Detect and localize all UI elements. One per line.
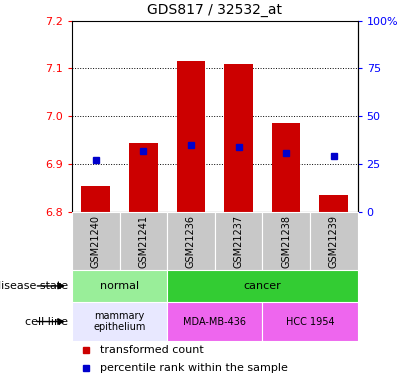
Text: GSM21237: GSM21237 xyxy=(233,215,244,268)
Bar xyxy=(129,142,158,212)
Bar xyxy=(167,212,215,270)
Text: disease state: disease state xyxy=(0,281,68,291)
Bar xyxy=(72,302,167,341)
Text: transformed count: transformed count xyxy=(101,345,204,355)
Bar xyxy=(120,212,167,270)
Text: normal: normal xyxy=(100,281,139,291)
Bar xyxy=(272,123,300,212)
Bar xyxy=(72,212,120,270)
Bar xyxy=(224,64,253,212)
Text: mammary
epithelium: mammary epithelium xyxy=(93,311,146,332)
Bar xyxy=(81,186,110,212)
Text: HCC 1954: HCC 1954 xyxy=(286,316,334,327)
Bar xyxy=(310,212,358,270)
Bar xyxy=(72,270,167,302)
Text: cancer: cancer xyxy=(243,281,281,291)
Bar xyxy=(177,61,205,212)
Text: percentile rank within the sample: percentile rank within the sample xyxy=(101,363,289,373)
Text: GSM21239: GSM21239 xyxy=(329,215,339,268)
Bar xyxy=(167,302,262,341)
Text: GSM21236: GSM21236 xyxy=(186,215,196,268)
Text: cell line: cell line xyxy=(25,316,68,327)
Title: GDS817 / 32532_at: GDS817 / 32532_at xyxy=(147,3,282,17)
Text: GSM21238: GSM21238 xyxy=(281,215,291,268)
Bar xyxy=(167,270,358,302)
Bar xyxy=(262,212,310,270)
Text: GSM21240: GSM21240 xyxy=(91,215,101,268)
Text: GSM21241: GSM21241 xyxy=(139,215,148,268)
Bar xyxy=(319,195,348,212)
Bar xyxy=(215,212,262,270)
Bar xyxy=(262,302,358,341)
Text: MDA-MB-436: MDA-MB-436 xyxy=(183,316,246,327)
